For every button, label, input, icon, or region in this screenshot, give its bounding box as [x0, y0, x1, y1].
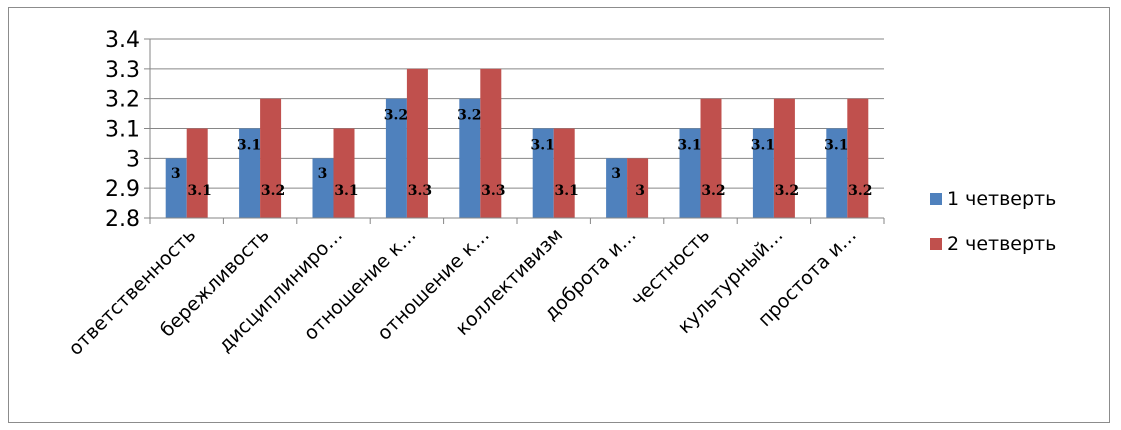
data-label: 3.1 — [188, 183, 212, 199]
bar — [186, 128, 208, 218]
bars — [165, 68, 869, 218]
bar — [239, 128, 261, 218]
bar — [627, 158, 649, 218]
legend-swatch — [930, 193, 942, 205]
data-label: 3 — [318, 166, 328, 182]
y-tick-label: 3.1 — [105, 118, 140, 143]
bar — [406, 68, 428, 218]
data-label: 3.1 — [334, 183, 358, 199]
bar — [480, 68, 502, 218]
bar — [752, 128, 774, 218]
bar — [260, 98, 282, 218]
bar — [312, 158, 334, 218]
y-tick-label: 3.3 — [105, 58, 140, 83]
bar — [606, 158, 628, 218]
data-label: 3.2 — [775, 183, 799, 199]
legend-label: 2 четверть — [947, 233, 1056, 255]
data-label: 3.1 — [824, 138, 848, 154]
data-label: 3.1 — [555, 183, 579, 199]
data-label: 3.2 — [384, 108, 408, 124]
y-tick-label: 3.2 — [105, 88, 140, 113]
data-labels: 33.13.13.233.13.23.33.23.33.13.1333.13.2… — [171, 108, 873, 199]
legend: 1 четверть 2 четверть — [930, 188, 1056, 255]
bar — [847, 98, 869, 218]
data-label: 3.2 — [848, 183, 872, 199]
bar — [532, 128, 554, 218]
axes — [149, 39, 885, 224]
data-label: 3.2 — [457, 108, 481, 124]
bar — [459, 98, 481, 218]
data-label: 3 — [611, 166, 621, 182]
bar — [333, 128, 355, 218]
data-label: 3.2 — [701, 183, 725, 199]
y-tick-label: 2.9 — [105, 177, 140, 202]
data-label: 3.3 — [481, 183, 505, 199]
legend-label: 1 четверть — [947, 188, 1056, 210]
legend-swatch — [930, 238, 942, 250]
data-label: 3 — [171, 166, 181, 182]
y-tick-label: 3.4 — [105, 28, 140, 53]
x-category-label: дисциплиниро… — [214, 224, 347, 357]
data-label: 3.1 — [751, 138, 775, 154]
data-label: 3.3 — [408, 183, 432, 199]
bar — [165, 158, 187, 218]
x-axis-category-labels: ответственностьбережливостьдисциплиниро…… — [64, 224, 861, 360]
data-label: 3.1 — [677, 138, 701, 154]
bar — [553, 128, 575, 218]
y-tick-label: 3 — [126, 147, 140, 172]
data-label: 3.2 — [261, 183, 285, 199]
data-label: 3.1 — [531, 138, 555, 154]
y-axis-tick-labels: 2.8 2.9 3 3.1 3.2 3.3 3.4 — [105, 28, 140, 232]
data-label: 3.1 — [237, 138, 261, 154]
bar — [773, 98, 795, 218]
y-tick-label: 2.8 — [105, 207, 140, 232]
bar — [385, 98, 407, 218]
bar — [700, 98, 722, 218]
data-label: 3 — [635, 183, 645, 199]
x-category-label: ответственность — [64, 224, 200, 360]
bar — [679, 128, 701, 218]
bar — [826, 128, 848, 218]
